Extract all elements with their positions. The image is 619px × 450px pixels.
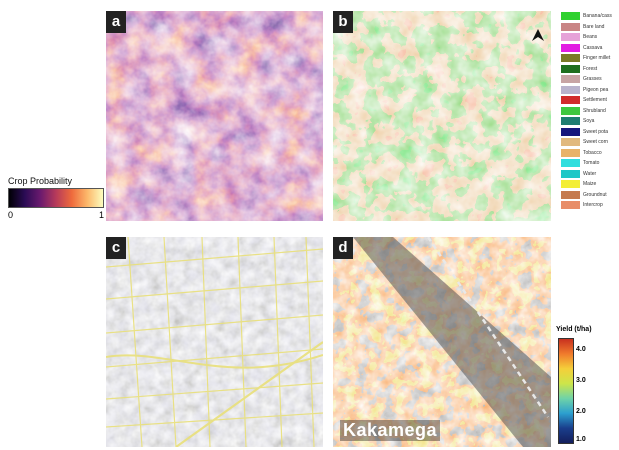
legend-swatch xyxy=(561,159,580,168)
colorbar-min-label: 0 xyxy=(8,210,14,220)
legend-item: Grasses xyxy=(561,74,619,85)
legend-item: Beans xyxy=(561,32,619,43)
north-arrow-icon xyxy=(532,29,544,41)
legend-label: Intercrop xyxy=(583,202,603,209)
crop-probability-map: a xyxy=(106,11,323,221)
legend-label: Beans xyxy=(583,34,598,41)
legend-item: Shrubland xyxy=(561,106,619,117)
legend-label: Tobacco xyxy=(583,149,602,156)
legend-swatch xyxy=(561,22,580,31)
legend-swatch xyxy=(561,64,580,73)
legend-label: Shrubland xyxy=(583,107,606,114)
legend-label: Settlement xyxy=(583,97,607,104)
landcover-legend: Banana/cass Bare land Beans Cassava Finger m… xyxy=(561,11,619,211)
legend-label: Grasses xyxy=(583,76,602,83)
place-label: Kakamega xyxy=(340,420,441,441)
road-band xyxy=(353,237,551,447)
legend-label: Cassava xyxy=(583,44,603,51)
legend-label: Bare land xyxy=(583,23,605,30)
legend-swatch xyxy=(561,138,580,147)
yield-tick-4: 4.0 xyxy=(576,346,586,353)
legend-label: Sweet corn xyxy=(583,139,609,146)
legend-item: Banana/cass xyxy=(561,11,619,22)
legend-swatch xyxy=(561,96,580,105)
yield-colorbar: Yield (t/ha) 4.0 3.0 2.0 1.0 xyxy=(556,326,606,444)
satellite-field-boundaries: c xyxy=(106,237,323,447)
panel-label-c: c xyxy=(106,237,126,259)
legend-swatch xyxy=(561,54,580,63)
legend-item: Settlement xyxy=(561,95,619,106)
legend-label: Groundnut xyxy=(583,191,607,198)
legend-item: Forest xyxy=(561,64,619,75)
legend-swatch xyxy=(561,106,580,115)
legend-label: Pigeon pea xyxy=(583,86,609,93)
panel-label-d: d xyxy=(333,237,353,259)
yield-map: d xyxy=(333,237,551,447)
legend-item: Soya xyxy=(561,116,619,127)
legend-swatch xyxy=(561,43,580,52)
legend-label: Water xyxy=(583,170,597,177)
yield-tick-3: 3.0 xyxy=(576,377,586,384)
legend-swatch xyxy=(561,33,580,42)
legend-label: Sweet pota xyxy=(583,128,609,135)
landcover-map: b xyxy=(333,11,551,221)
legend-swatch xyxy=(561,169,580,178)
colorbar-gradient xyxy=(8,188,104,208)
legend-swatch xyxy=(561,201,580,210)
legend-item: Pigeon pea xyxy=(561,85,619,96)
legend-item: Tomato xyxy=(561,158,619,169)
legend-item: Maize xyxy=(561,179,619,190)
landcover-image xyxy=(333,11,551,221)
yield-colorbar-title: Yield (t/ha) xyxy=(556,326,592,333)
legend-item: Sweet corn xyxy=(561,137,619,148)
legend-swatch xyxy=(561,127,580,136)
legend-swatch xyxy=(561,117,580,126)
legend-item: Intercrop xyxy=(561,200,619,211)
satellite-image xyxy=(106,237,323,447)
colorbar-max-label: 1 xyxy=(98,210,104,220)
legend-label: Soya xyxy=(583,118,595,125)
yield-tick-1: 1.0 xyxy=(576,436,586,443)
legend-label: Finger millet xyxy=(583,55,611,62)
field-boundaries xyxy=(106,237,323,447)
yield-colorbar-gradient xyxy=(558,338,574,444)
yield-image xyxy=(333,237,551,447)
legend-item: Sweet pota xyxy=(561,127,619,138)
legend-label: Tomato xyxy=(583,160,600,167)
legend-swatch xyxy=(561,12,580,21)
legend-item: Water xyxy=(561,169,619,180)
crop-probability-colorbar: Crop Probability 0 1 xyxy=(8,176,104,220)
colorbar-title: Crop Probability xyxy=(8,176,73,186)
legend-item: Cassava xyxy=(561,43,619,54)
panel-label-a: a xyxy=(106,11,126,33)
legend-label: Forest xyxy=(583,65,598,72)
legend-item: Groundnut xyxy=(561,190,619,201)
legend-swatch xyxy=(561,190,580,199)
legend-swatch xyxy=(561,148,580,157)
legend-swatch xyxy=(561,75,580,84)
crop-probability-image xyxy=(106,11,323,221)
legend-item: Tobacco xyxy=(561,148,619,159)
legend-swatch xyxy=(561,180,580,189)
yield-tick-2: 2.0 xyxy=(576,408,586,415)
legend-label: Banana/cass xyxy=(583,13,612,20)
road-centerline xyxy=(426,237,550,418)
legend-item: Finger millet xyxy=(561,53,619,64)
legend-label: Maize xyxy=(583,181,597,188)
legend-item: Bare land xyxy=(561,22,619,33)
legend-swatch xyxy=(561,85,580,94)
panel-label-b: b xyxy=(333,11,353,33)
